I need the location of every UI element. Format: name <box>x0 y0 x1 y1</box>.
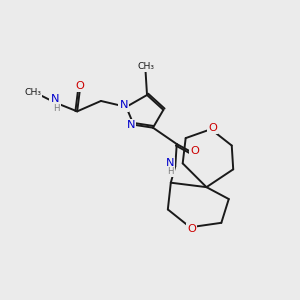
Text: N: N <box>51 94 59 104</box>
Text: CH₃: CH₃ <box>24 88 41 97</box>
Text: O: O <box>208 123 217 133</box>
Text: N: N <box>120 100 128 110</box>
Text: H: H <box>53 104 60 113</box>
Text: N: N <box>166 158 174 168</box>
Text: N: N <box>126 120 135 130</box>
Text: O: O <box>190 146 199 157</box>
Text: H: H <box>168 167 174 176</box>
Text: O: O <box>76 81 85 91</box>
Text: O: O <box>187 224 196 234</box>
Text: CH₃: CH₃ <box>137 62 154 71</box>
